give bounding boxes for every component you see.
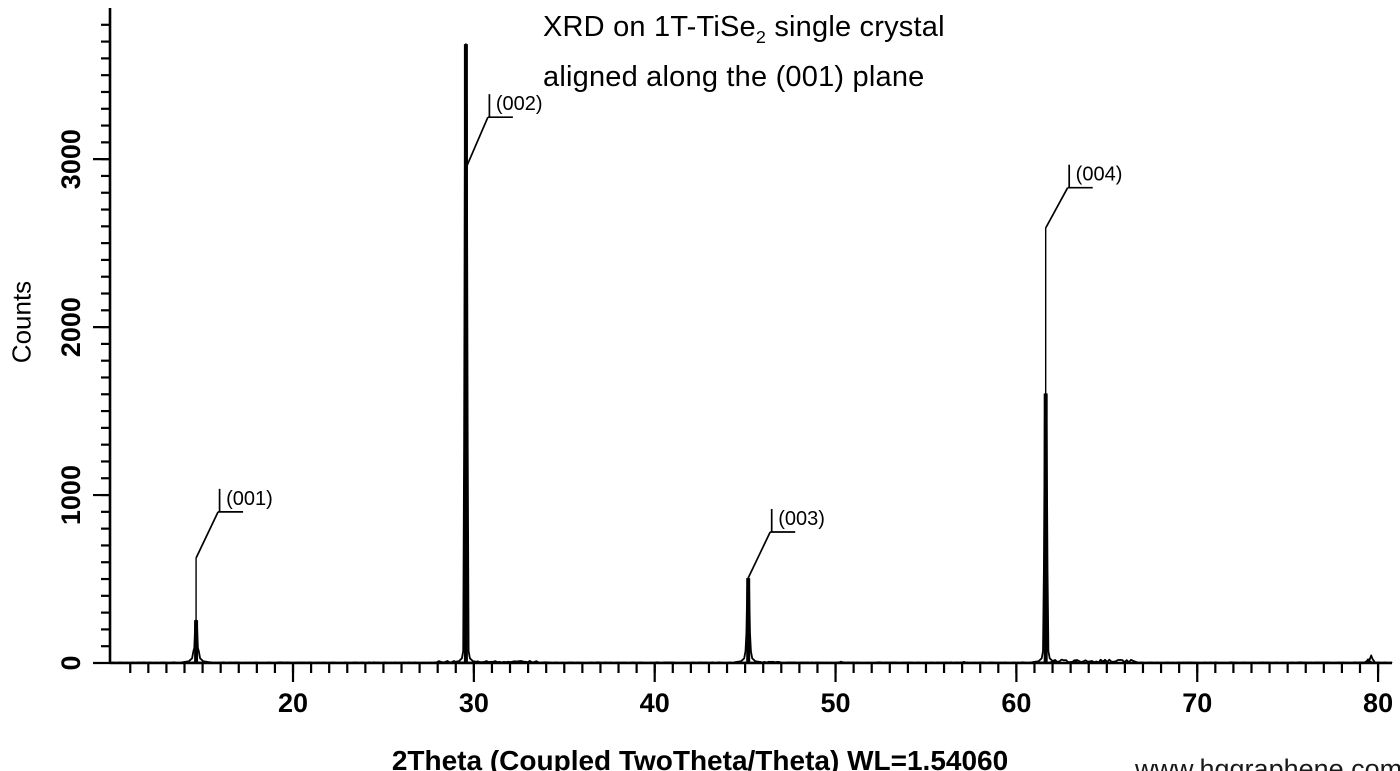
minor-peak-trace xyxy=(1366,654,1377,664)
x-tick-label: 80 xyxy=(1363,688,1393,718)
chart-title: XRD on 1T-TiSe2 single crystal aligned a… xyxy=(543,7,945,97)
peak-label: (002) xyxy=(496,93,543,115)
watermark: www.hqgraphene.com xyxy=(1135,754,1400,771)
peak-trace xyxy=(451,43,481,664)
minor-peak-trace xyxy=(959,660,969,664)
x-tick-label: 50 xyxy=(821,688,851,718)
peak-label: (004) xyxy=(1076,164,1123,186)
y-tick-label: 2000 xyxy=(56,297,86,357)
chart-title-line2: aligned along the (001) plane xyxy=(543,60,925,93)
x-tick-label: 40 xyxy=(640,688,670,718)
annotation-leader-line xyxy=(1044,187,1069,229)
minor-peak-trace xyxy=(1363,658,1373,664)
annotation-leader-line xyxy=(747,531,771,579)
baseline-trace xyxy=(110,658,1393,664)
x-tick-label: 70 xyxy=(1182,688,1212,718)
x-tick-label: 20 xyxy=(278,688,308,718)
minor-peak-trace xyxy=(1069,659,1080,664)
peak-label: (003) xyxy=(778,508,825,530)
peak-label: (001) xyxy=(226,488,273,510)
y-tick-label: 3000 xyxy=(56,129,86,189)
annotation-leader-line xyxy=(195,511,219,559)
minor-peak-trace xyxy=(836,660,846,664)
y-axis-title: Counts xyxy=(6,280,37,364)
minor-peak-trace xyxy=(1098,660,1109,664)
x-tick-label: 60 xyxy=(1001,688,1031,718)
y-tick-label: 1000 xyxy=(56,465,86,525)
annotation-leader-line xyxy=(465,116,489,169)
x-axis-title: 2Theta (Coupled TwoTheta/Theta) WL=1.540… xyxy=(391,745,1009,771)
chart-title-line1: XRD on 1T-TiSe2 single crystal xyxy=(543,11,945,47)
x-tick-label: 30 xyxy=(459,688,489,718)
y-tick-label: 0 xyxy=(56,655,86,670)
